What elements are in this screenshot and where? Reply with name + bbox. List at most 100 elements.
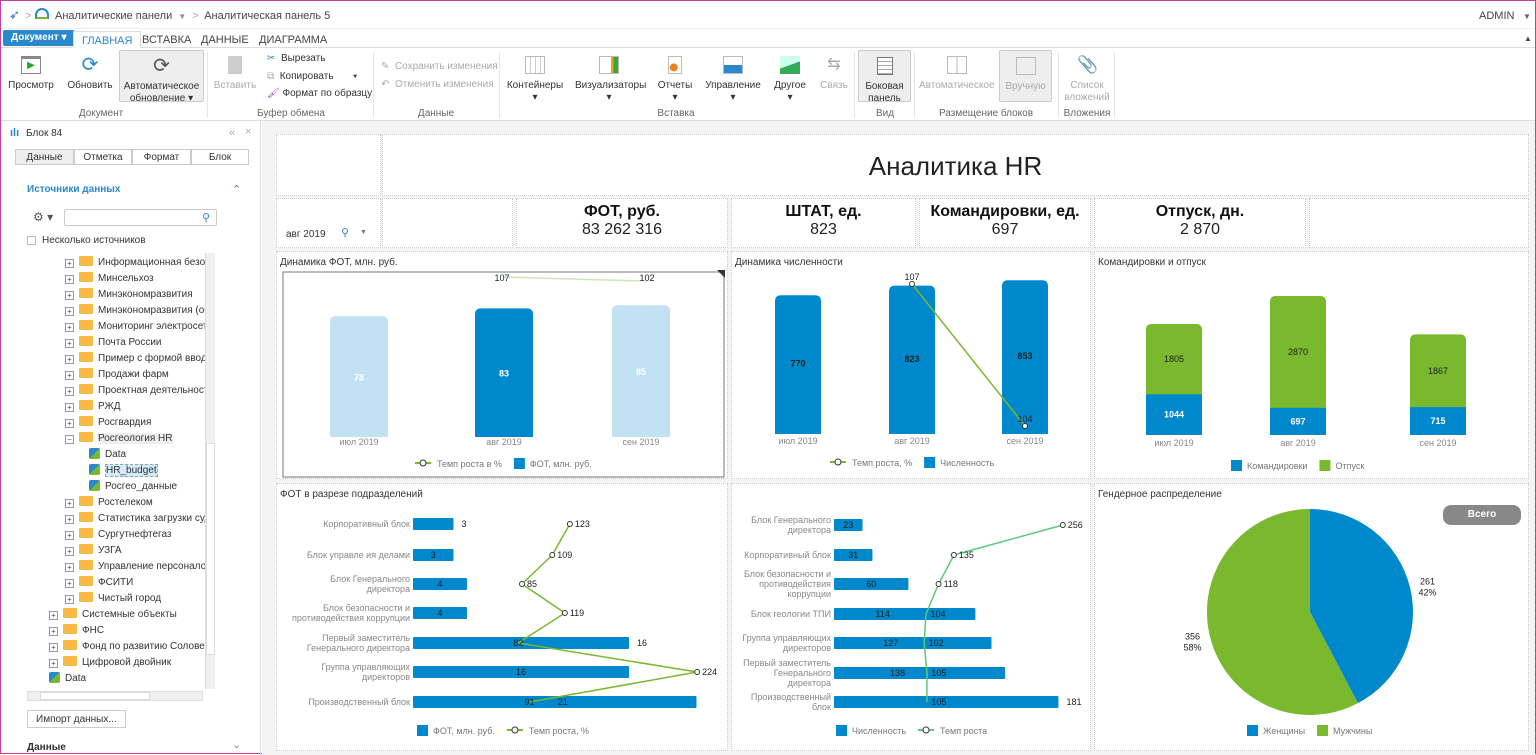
preview-button[interactable]: ▶ Просмотр	[7, 56, 55, 92]
expand-icon[interactable]: +	[49, 659, 58, 668]
tree-item[interactable]: + УЗГА	[65, 543, 122, 559]
controls-button[interactable]: Управление ▾	[704, 56, 762, 104]
collapse-icon[interactable]: −	[65, 435, 74, 444]
side-panel-button[interactable]: Боковая панель	[858, 50, 911, 104]
chart-fot-by-division[interactable]: ФОТ в разрезе подразделений Корпоративный…	[276, 483, 728, 751]
tree-vertical-scrollbar[interactable]	[205, 253, 215, 689]
expand-icon[interactable]: +	[65, 371, 74, 380]
source-search-input[interactable]	[64, 209, 217, 226]
tree-item[interactable]: + Мониторинг электросети	[65, 319, 206, 335]
link-button[interactable]: ⇆ Связь	[816, 56, 852, 92]
search-icon[interactable]: ⚲	[341, 227, 350, 239]
tree-horizontal-scrollbar[interactable]	[27, 691, 203, 701]
expand-icon[interactable]: +	[65, 387, 74, 396]
expand-icon[interactable]: +	[65, 275, 74, 284]
section-data[interactable]: Данные	[27, 742, 66, 753]
expand-icon[interactable]: +	[65, 579, 74, 588]
tree-item[interactable]: + Сургутнефтегаз	[65, 527, 171, 543]
tree-item[interactable]: + Минэкономразвития	[65, 287, 193, 303]
tab-data[interactable]: Данные	[15, 149, 74, 165]
copy-button[interactable]: ⧉ Копировать ▾	[267, 71, 358, 82]
tree-item[interactable]: + Продажи фарм	[65, 367, 169, 383]
chevron-down-icon[interactable]: ▼	[360, 229, 367, 236]
tree-item[interactable]: + ФНС	[49, 623, 104, 639]
refresh-button[interactable]: ⟳ Обновить	[65, 55, 115, 92]
reports-button[interactable]: Отчеты ▾	[653, 56, 697, 104]
expand-icon[interactable]: +	[65, 307, 74, 316]
tree-item[interactable]: Data	[89, 447, 126, 463]
chevron-down-icon[interactable]: ▼	[178, 12, 187, 21]
expand-icon[interactable]: +	[65, 515, 74, 524]
import-data-button[interactable]: Импорт данных...	[27, 710, 126, 728]
expand-icon[interactable]: +	[65, 563, 74, 572]
tree-item[interactable]: + Проектная деятельность	[65, 383, 206, 399]
tree-item[interactable]: Data	[49, 671, 86, 687]
document-menu-button[interactable]: Документ ▾	[3, 30, 75, 46]
expand-icon[interactable]: +	[65, 547, 74, 556]
scrollbar-thumb[interactable]	[40, 692, 150, 700]
undo-changes-button[interactable]: ↶ Отменить изменения	[381, 79, 494, 90]
chart-gender[interactable]: Гендерное распределение Всего 261 42% 356 5…	[1094, 483, 1529, 751]
multi-source-checkbox[interactable]	[27, 236, 36, 245]
tree-item[interactable]: + Чистый город	[65, 591, 161, 607]
expand-icon[interactable]: +	[65, 419, 74, 428]
auto-refresh-button[interactable]: ⟳ Автоматическое обновление ▾	[119, 50, 204, 104]
expand-icon[interactable]: +	[65, 531, 74, 540]
tree-item[interactable]: + Статистика загрузки судов	[65, 511, 206, 527]
expand-icon[interactable]: +	[65, 499, 74, 508]
tree-item[interactable]: + Управление персоналом	[65, 559, 206, 575]
tree-item[interactable]: − Росгеология HR	[65, 431, 173, 447]
expand-icon[interactable]: +	[49, 643, 58, 652]
expand-icon[interactable]: +	[49, 627, 58, 636]
chevron-up-icon[interactable]: ⌃	[232, 184, 242, 196]
tab-insert[interactable]: ВСТАВКА	[142, 34, 192, 46]
tree-item[interactable]: + Росгвардия	[65, 415, 151, 431]
tab-format[interactable]: Формат	[132, 149, 191, 165]
tree-item[interactable]: + Фонд по развитию Соловецкого	[49, 639, 206, 655]
chart-headcount-dynamics[interactable]: Динамика численности 770 июл 2019 823 авг 20…	[731, 251, 1091, 479]
tab-home[interactable]: ГЛАВНАЯ	[73, 31, 142, 48]
format-painter-button[interactable]: 🖌 Формат по образцу	[267, 88, 372, 99]
containers-button[interactable]: Контейнеры ▾	[506, 56, 564, 104]
close-icon[interactable]: ×	[245, 126, 252, 138]
expand-icon[interactable]: +	[65, 339, 74, 348]
tree-item[interactable]: + Ростелеком	[65, 495, 153, 511]
tree-item[interactable]: + Пример с формой ввода и т	[65, 351, 206, 367]
other-button[interactable]: Другое ▾	[771, 56, 809, 104]
expand-icon[interactable]: +	[65, 355, 74, 364]
filter-settings-icon[interactable]: ⚙ ▾	[33, 210, 54, 224]
paste-button[interactable]: Вставить	[213, 56, 257, 92]
search-icon[interactable]: ⚲	[202, 212, 211, 224]
expand-icon[interactable]: +	[65, 403, 74, 412]
expand-icon[interactable]: +	[65, 259, 74, 268]
tree-item[interactable]: + Почта России	[65, 335, 162, 351]
tree-item[interactable]: Росгео_данные	[89, 479, 177, 495]
chart-headcount-by-division[interactable]: Блок Генерального директора 23 Корпоративны…	[731, 483, 1091, 751]
expand-icon[interactable]: +	[65, 595, 74, 604]
tree-item[interactable]: + Цифровой двойник	[49, 655, 171, 671]
expand-icon[interactable]: +	[49, 611, 58, 620]
visualizers-button[interactable]: Визуализаторы ▾	[575, 56, 646, 104]
save-changes-button[interactable]: ✎ Сохранить изменения	[381, 61, 498, 72]
tab-mark[interactable]: Отметка	[74, 149, 132, 165]
manual-layout-button[interactable]: Вручную	[999, 50, 1052, 102]
tree-item[interactable]: + ФСИТИ	[65, 575, 133, 591]
tree-item[interactable]: + Информационная безопасн	[65, 255, 206, 271]
cut-button[interactable]: ✂ Вырезать	[267, 53, 325, 64]
tree-item[interactable]: + Системные объекты	[49, 607, 177, 623]
tree-item[interactable]: + РЖД	[65, 399, 121, 415]
scrollbar-thumb[interactable]	[206, 443, 215, 655]
tree-item[interactable]: HR_budget	[89, 463, 158, 479]
expand-icon[interactable]: +	[65, 291, 74, 300]
collapse-panel-icon[interactable]: «	[229, 127, 236, 139]
date-filter[interactable]: авг 2019 ⚲ ▼	[276, 198, 381, 248]
breadcrumb-dashboards[interactable]: Аналитические панели	[55, 10, 173, 22]
section-data-sources[interactable]: Источники данных	[27, 184, 121, 195]
chart-fot-dynamics[interactable]: Динамика ФОТ, млн. руб. 78 июл 2019 83 авг 2…	[276, 251, 728, 479]
auto-layout-button[interactable]: Автоматическое	[919, 56, 995, 92]
tree-item[interactable]: + Минсельхоз	[65, 271, 154, 287]
app-logo-icon[interactable]: ➶	[9, 7, 20, 22]
tab-block[interactable]: Блок	[191, 149, 249, 165]
tab-chart[interactable]: ДИАГРАММА	[259, 34, 328, 46]
chevron-down-icon[interactable]: ⌄	[232, 739, 242, 751]
